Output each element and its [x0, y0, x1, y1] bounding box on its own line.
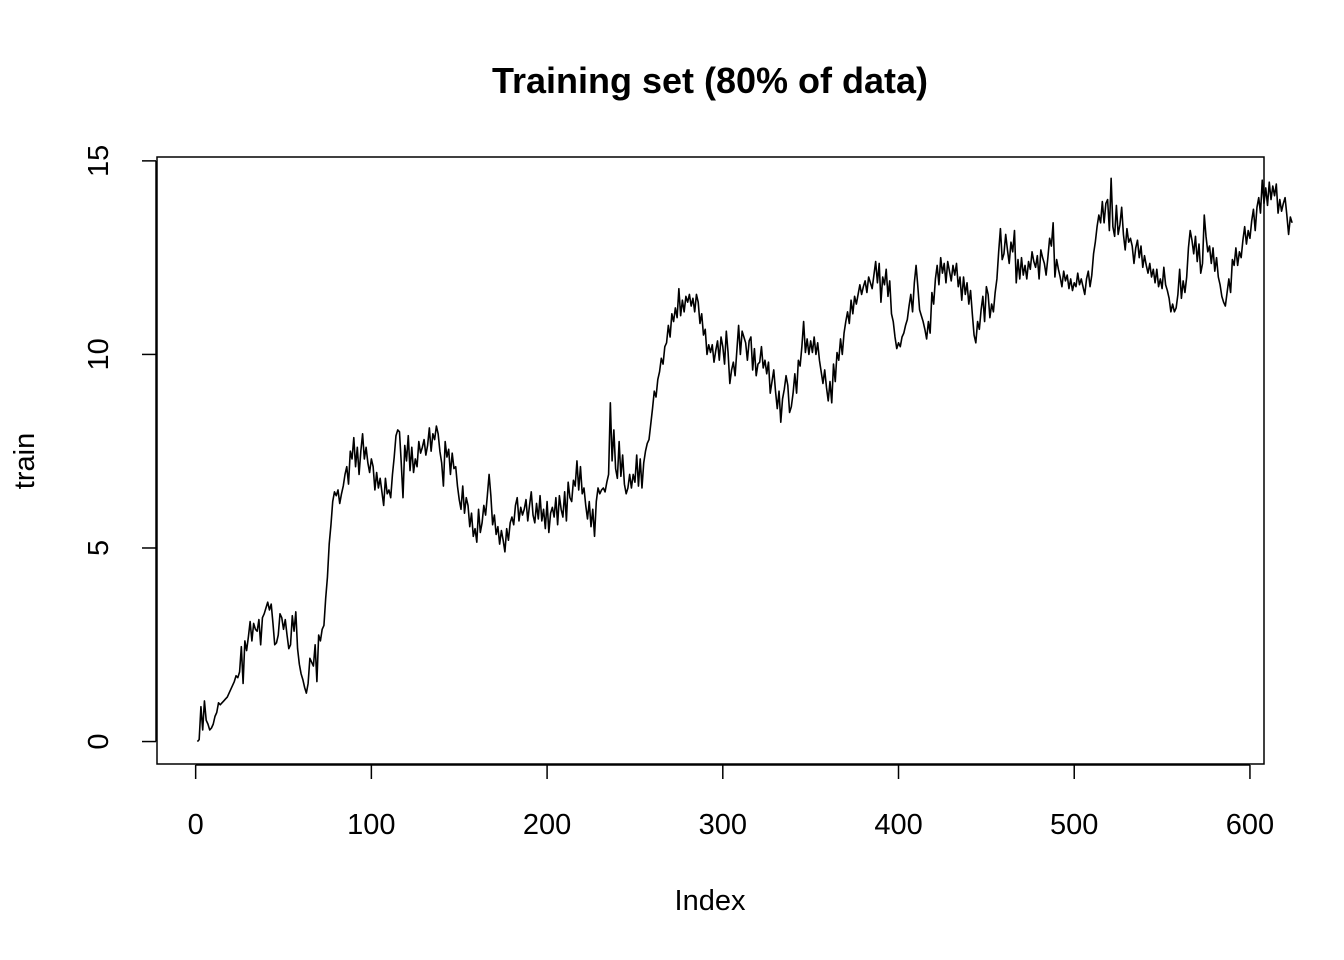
series-line: [196, 177, 1293, 743]
chart-title: Training set (80% of data): [492, 60, 928, 101]
x-tick-label: 400: [874, 809, 922, 841]
x-axis: 0 100 200 300 400 500 600: [188, 764, 1274, 841]
x-tick-label: 200: [523, 809, 571, 841]
y-tick-label: 5: [83, 540, 115, 556]
y-tick-label: 15: [83, 145, 115, 177]
y-tick-label: 10: [83, 338, 115, 370]
x-tick-label: 300: [699, 809, 747, 841]
x-axis-label: Index: [675, 885, 746, 917]
x-tick-label: 500: [1050, 809, 1098, 841]
plot-frame: [156, 156, 1265, 765]
y-axis: 0 5 10 15: [83, 145, 157, 750]
x-tick-label: 0: [188, 809, 204, 841]
y-tick-label: 0: [83, 733, 115, 749]
x-tick-label: 600: [1226, 809, 1274, 841]
x-tick-label: 100: [347, 809, 395, 841]
y-axis-label: train: [9, 433, 41, 489]
